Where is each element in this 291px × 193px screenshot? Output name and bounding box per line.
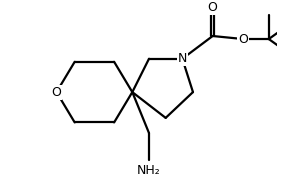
Text: O: O bbox=[52, 86, 61, 99]
Text: NH₂: NH₂ bbox=[137, 164, 161, 177]
Text: O: O bbox=[238, 33, 248, 46]
Text: N: N bbox=[178, 52, 187, 65]
Text: O: O bbox=[208, 1, 218, 14]
